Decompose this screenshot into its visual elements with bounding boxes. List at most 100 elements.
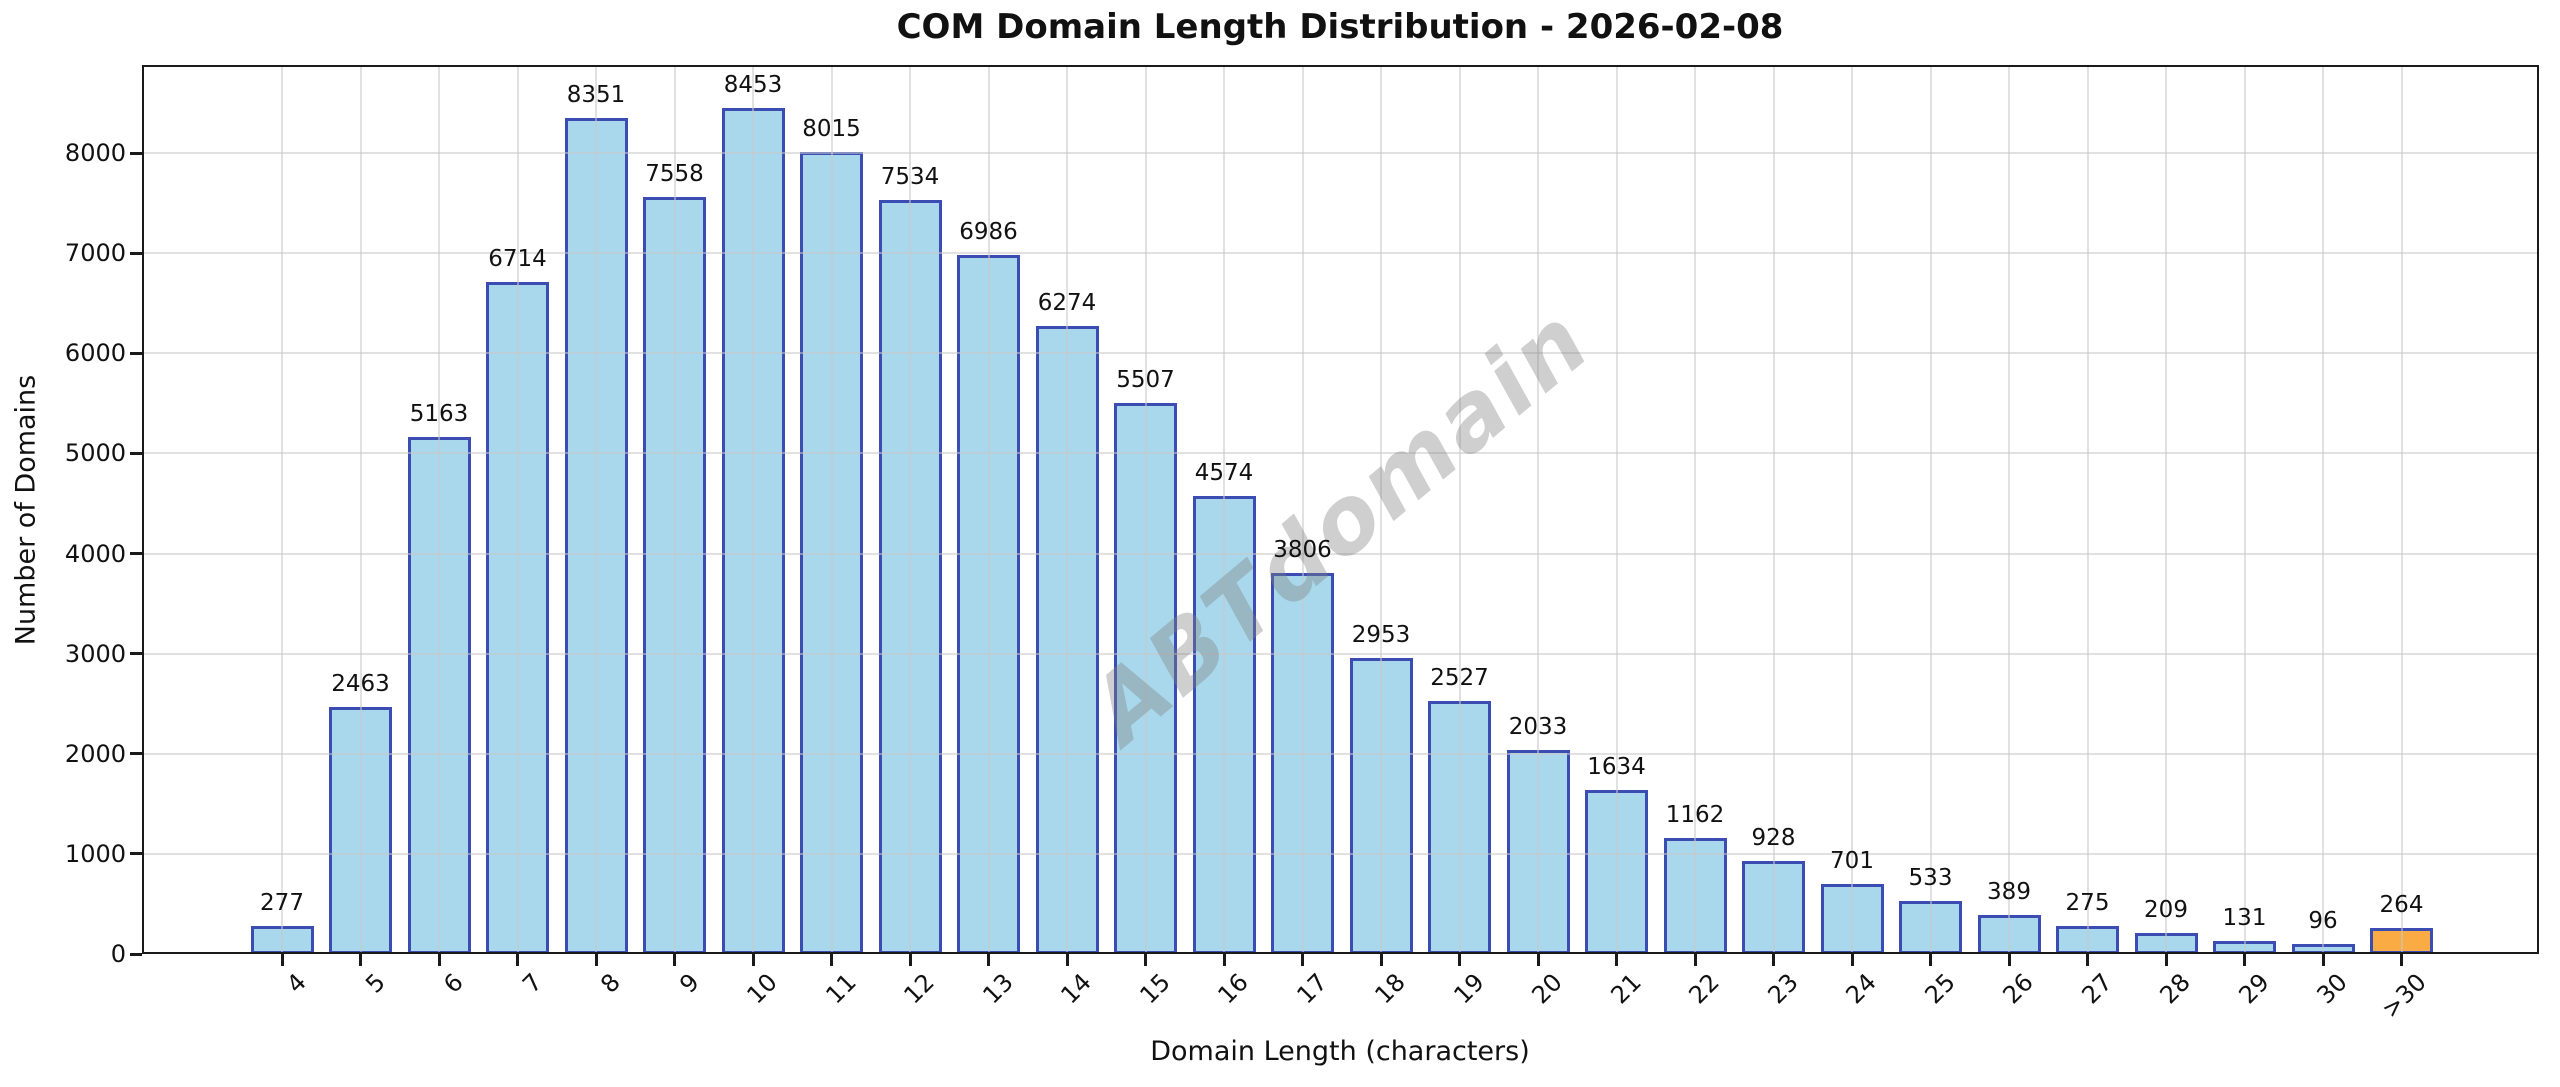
- x-tick-label: 12: [898, 968, 940, 1010]
- h-gridline: [142, 652, 2539, 655]
- x-tick-label: 25: [1918, 968, 1961, 1010]
- x-tick-label: 29: [2232, 968, 2275, 1010]
- x-tick-mark: [1301, 954, 1304, 966]
- v-gridline: [1615, 65, 1618, 954]
- v-gridline: [1851, 65, 1853, 954]
- v-gridline: [909, 65, 911, 954]
- x-tick-label: 21: [1604, 968, 1647, 1010]
- v-gridline: [1380, 65, 1382, 954]
- bar-value-label: 2033: [1508, 714, 1568, 741]
- bar-value-label: 2527: [1430, 665, 1489, 692]
- x-tick-mark: [1772, 954, 1775, 966]
- x-tick-label: 8: [595, 968, 626, 999]
- x-tick-mark: [751, 954, 755, 966]
- bar-value-label: 8453: [723, 71, 783, 98]
- bar-value-label: 6714: [488, 245, 547, 272]
- v-gridline: [438, 65, 440, 954]
- x-tick-label: 6: [438, 968, 469, 999]
- x-tick-mark: [908, 954, 912, 966]
- v-gridline: [1458, 65, 1461, 954]
- y-tick-mark: [130, 852, 142, 856]
- y-tick-mark: [130, 752, 142, 756]
- bar-value-label: 277: [260, 890, 304, 917]
- v-gridline: [1929, 65, 1932, 954]
- x-tick-label: 18: [1369, 968, 1411, 1010]
- x-tick-mark: [1536, 954, 1540, 966]
- x-tick-label: 5: [359, 968, 391, 999]
- y-tick-label: 4000: [64, 539, 126, 568]
- x-tick-label: 11: [819, 968, 862, 1010]
- y-tick-label: 2000: [64, 739, 126, 768]
- x-tick-label: 9: [673, 968, 705, 999]
- y-tick-mark: [130, 451, 142, 455]
- x-axis-label: Domain Length (characters): [1150, 1036, 1530, 1067]
- x-tick-mark: [2400, 954, 2403, 966]
- v-gridline: [1537, 65, 1539, 954]
- x-tick-mark: [1615, 954, 1618, 966]
- bar-value-label: 5507: [1116, 366, 1175, 393]
- x-tick-label: 30: [2311, 968, 2353, 1010]
- h-gridline: [142, 352, 2539, 355]
- x-tick-label: 7: [516, 968, 548, 999]
- bar-value-label: 1634: [1587, 754, 1646, 781]
- plot-area: ABTdomain 277 2463 5163 6714 8351 7558 8453 801…: [142, 65, 2539, 954]
- v-gridline: [752, 65, 754, 954]
- bar-value-label: 389: [1987, 879, 2031, 906]
- h-gridline: [142, 852, 2539, 855]
- bar-value-label: 4574: [1194, 460, 1254, 487]
- y-tick-mark: [130, 251, 142, 255]
- v-gridline: [281, 65, 283, 954]
- y-tick-label: 1000: [64, 839, 126, 868]
- bar-value-label: 928: [1751, 825, 1796, 852]
- x-tick-label: 26: [1997, 968, 2039, 1010]
- v-gridline: [2165, 65, 2167, 954]
- x-tick-mark: [594, 954, 598, 966]
- y-axis-label: Number of Domains: [10, 374, 42, 646]
- x-tick-label: 16: [1212, 968, 1254, 1010]
- v-gridline: [1301, 65, 1304, 954]
- v-gridline: [830, 65, 833, 954]
- bar-value-label: 264: [2379, 891, 2424, 918]
- x-tick-label: 22: [1683, 968, 1725, 1010]
- x-tick-mark: [2164, 954, 2168, 966]
- x-tick-label: >30: [2375, 968, 2432, 1024]
- h-gridline: [142, 452, 2539, 455]
- y-tick-label: 8000: [64, 139, 126, 168]
- x-tick-mark: [1144, 954, 1147, 966]
- x-tick-mark: [2086, 954, 2089, 966]
- bar-value-label: 131: [2222, 904, 2267, 931]
- x-tick-mark: [359, 954, 362, 966]
- x-tick-mark: [2243, 954, 2246, 966]
- x-tick-mark: [1458, 954, 1461, 966]
- x-tick-label: 10: [741, 968, 783, 1010]
- bar-value-label: 6986: [959, 218, 1018, 245]
- y-tick-mark: [130, 351, 142, 355]
- y-tick-label: 5000: [64, 439, 126, 468]
- bar-value-label: 8015: [802, 115, 861, 142]
- bar-value-label: 533: [1908, 864, 1953, 891]
- h-gridline: [142, 252, 2539, 255]
- y-tick-label: 7000: [64, 239, 126, 268]
- x-tick-mark: [673, 954, 676, 966]
- v-gridline: [1772, 65, 1775, 954]
- x-tick-label: 15: [1133, 968, 1176, 1010]
- y-tick-mark: [130, 952, 142, 956]
- bar-value-label: 1162: [1665, 801, 1725, 828]
- v-gridline: [1694, 65, 1696, 954]
- x-tick-mark: [2007, 954, 2011, 966]
- v-gridline: [2322, 65, 2324, 954]
- v-gridline: [1066, 65, 1068, 954]
- x-tick-mark: [1850, 954, 1854, 966]
- bar-value-label: 7558: [645, 161, 704, 188]
- x-tick-mark: [1065, 954, 1069, 966]
- chart-title: COM Domain Length Distribution - 2026-02…: [896, 7, 1784, 47]
- x-tick-label: 19: [1447, 968, 1490, 1010]
- x-tick-label: 28: [2154, 968, 2196, 1010]
- x-tick-label: 20: [1526, 968, 1568, 1010]
- x-tick-label: 17: [1290, 968, 1333, 1010]
- bar-value-label: 3806: [1273, 537, 1332, 563]
- x-tick-label: 23: [1761, 968, 1804, 1010]
- h-gridline: [142, 752, 2539, 755]
- x-tick-label: 13: [976, 968, 1019, 1010]
